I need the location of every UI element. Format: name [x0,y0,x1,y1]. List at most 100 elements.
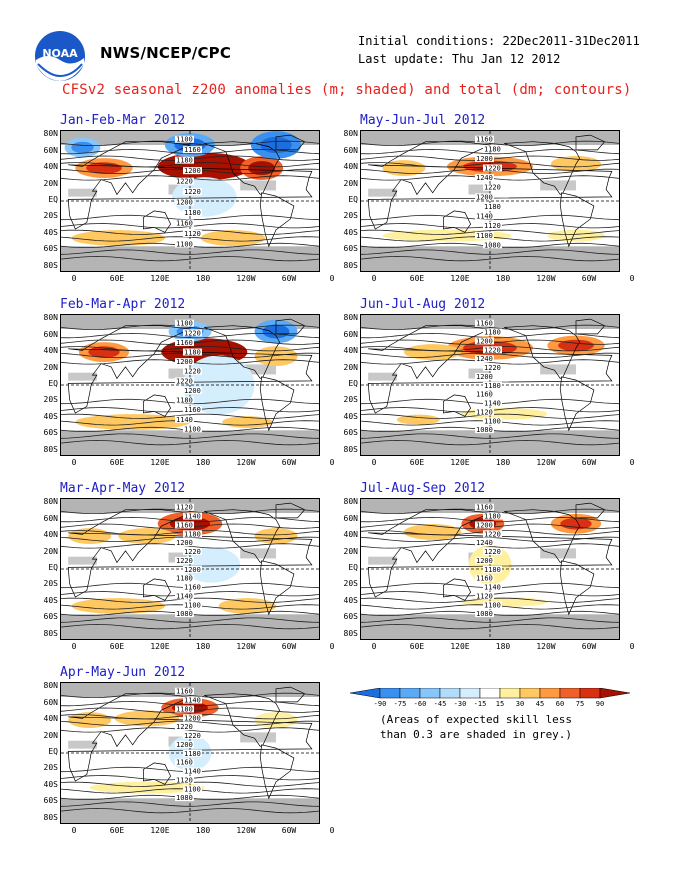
lat-tick-label: 80S [43,444,58,454]
lat-tick-label: 40S [43,779,58,789]
contour-label: 1180 [484,145,501,153]
lon-tick-label: 120W [236,642,256,651]
map-panel-mjj: 1160 1180 1200 1220 1240 1220 1200 1180 1140 1120… [360,130,620,272]
colorbar-label: -30 [453,700,467,708]
lon-tick-label: 180 [195,274,211,283]
anomaly-shading [404,344,462,360]
contour-label: 1180 [176,157,193,165]
lat-tick-label: 60N [343,329,358,339]
contour-label: 1180 [484,566,501,574]
contour-label-bg [183,785,202,793]
lat-tick-label: 40S [43,595,58,605]
contour-label: 1200 [184,714,201,722]
contour-label-bg [483,202,502,210]
low-skill-patch [540,364,576,375]
lon-tick-label: 0 [629,458,635,467]
contour-label-bg [175,794,194,802]
lon-tick-label: 0 [71,826,77,835]
height-contour [61,807,319,814]
lat-tick-label: 20N [43,362,58,372]
lon-tick-label: 180 [195,458,211,467]
lon-tick-label: 0 [629,274,635,283]
lat-tick-label: 20S [43,763,58,773]
colorbar-label: -15 [473,700,487,708]
lon-tick-label: 120W [236,826,256,835]
skill-note: (Areas of expected skill less than 0.3 a… [380,712,572,742]
lat-tick-label: 20N [343,546,358,556]
lon-tick-label: 0 [329,274,335,283]
lat-tick-label: 80S [43,812,58,822]
continent-outline [259,560,295,616]
contour-label: 1220 [176,723,193,731]
contour-label: 1220 [484,364,501,372]
contour-label-bg [175,319,194,327]
contour-label: 1220 [484,165,501,173]
map-svg-jja: 1160118012001220124012201200118011601140… [361,315,619,455]
contour-label: 1160 [184,406,201,414]
contour-label-bg [475,154,494,162]
contour-label: 1100 [176,320,193,328]
lon-tick-label: 60E [409,274,425,283]
contour-label: 1100 [476,232,493,240]
lat-tick-label: EQ [48,563,58,572]
continent-outline [559,192,595,248]
contour-label-bg [483,328,502,336]
lon-tick-label: 0 [71,274,77,283]
contour-label: 1180 [176,705,193,713]
lat-tick-label: 20S [343,579,358,589]
contour-label: 1220 [184,548,201,556]
colorbar-label: 30 [515,700,525,708]
low-skill-patch [68,372,97,381]
height-contour [361,352,619,358]
low-skill-patch [240,180,276,191]
contour-label-bg [483,145,502,153]
lat-tick-label: EQ [48,747,58,756]
contour-label-bg [483,583,502,591]
lon-tick-label: 180 [495,274,511,283]
agency-label: NWS/NCEP/CPC [100,44,232,62]
lat-tick-label: 40S [43,227,58,237]
lon-tick-label: 60E [109,274,125,283]
lat-tick-label: 20N [343,178,358,188]
contour-label: 1100 [184,785,201,793]
contour-label-bg [483,164,502,172]
contour-label-bg [183,565,202,573]
anomaly-core [248,161,276,175]
contour-label: 1120 [184,230,201,238]
continent-outline [259,192,295,248]
contour-label: 1080 [484,241,501,249]
contour-label-bg [183,749,202,757]
colorbar-segment [579,688,601,699]
height-contour [361,255,619,262]
lat-tick-label: 40N [43,714,58,724]
lon-tick-label: 60E [109,826,125,835]
contour-label: 1140 [184,697,201,705]
initial-conditions: Initial conditions: 22Dec2011-31Dec2011 [358,34,640,48]
colorbar-segment [599,688,630,699]
contour-label-bg [175,592,194,600]
height-contour [361,214,619,221]
lon-tick-label: 60E [109,458,125,467]
contour-label-bg [475,610,494,618]
continent-outline [443,210,472,233]
contour-label: 1180 [184,349,201,357]
contour-label: 1120 [176,776,193,784]
height-contour [361,617,619,623]
height-contour [61,433,319,439]
lon-tick-label: 60E [109,642,125,651]
contour-label-bg [475,231,494,239]
colorbar-segment [459,688,481,699]
low-skill-patch [540,180,576,191]
anomaly-shading [200,230,266,246]
contour-label-bg [175,240,194,248]
lat-tick-label: 20S [343,211,358,221]
map-panel-fma: 1100 1220 1160 1180 1200 1220 1220 1200 1180 1160… [60,314,320,456]
panel-title-jfm: Jan-Feb-Mar 2012 [60,113,186,128]
contour-label: 1220 [184,188,201,196]
continent-outline [559,560,595,616]
lon-tick-label: 60E [409,642,425,651]
lat-tick-label: 80N [343,313,358,323]
continent-outline [275,686,306,703]
contour-label-bg [183,406,202,414]
map-panel-jja: 1160 1180 1200 1220 1240 1220 1200 1180 1160 1140… [360,314,620,456]
